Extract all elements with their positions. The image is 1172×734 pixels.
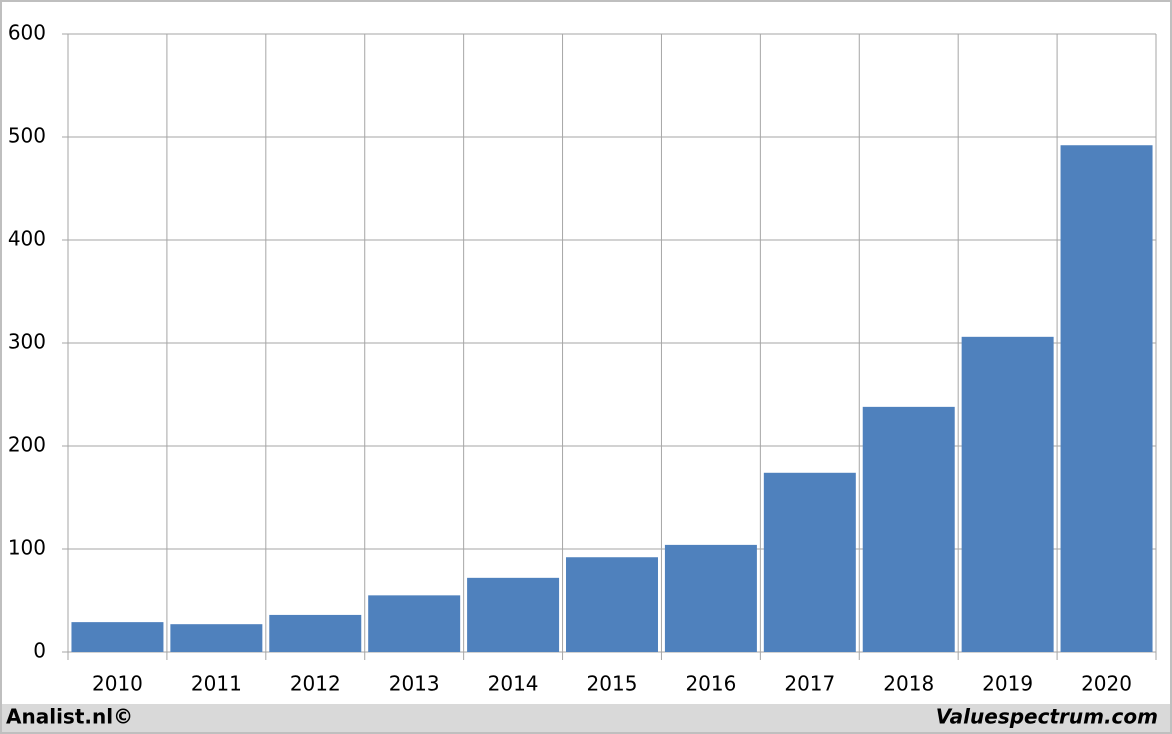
- footer-left: Analist.nl©: [6, 705, 133, 729]
- bar: [269, 614, 362, 652]
- y-tick-label: 500: [8, 124, 46, 148]
- x-tick-label: 2010: [92, 672, 143, 696]
- bar: [961, 336, 1054, 652]
- x-tick-label: 2019: [982, 672, 1033, 696]
- footer-right: Valuespectrum.com: [936, 705, 1158, 729]
- bar: [862, 406, 955, 652]
- y-tick-label: 300: [8, 330, 46, 354]
- y-tick-label: 600: [8, 21, 46, 45]
- x-tick-label: 2018: [883, 672, 934, 696]
- bar: [566, 557, 658, 652]
- bar: [170, 624, 263, 652]
- y-tick-label: 0: [33, 639, 46, 663]
- x-tick-label: 2013: [389, 672, 440, 696]
- bar: [1060, 145, 1153, 653]
- y-tick-label: 100: [8, 536, 46, 560]
- x-tick-label: 2012: [290, 672, 341, 696]
- x-tick-label: 2011: [191, 672, 242, 696]
- footer-band: [2, 704, 1170, 732]
- x-tick-label: 2020: [1081, 672, 1132, 696]
- bar: [664, 544, 757, 652]
- x-tick-label: 2015: [587, 672, 638, 696]
- x-tick-label: 2016: [685, 672, 736, 696]
- y-tick-label: 200: [8, 433, 46, 457]
- x-tick-label: 2014: [488, 672, 539, 696]
- y-tick-label: 400: [8, 227, 46, 251]
- bar: [763, 472, 856, 652]
- bar: [368, 595, 461, 652]
- bar: [71, 622, 164, 652]
- x-tick-label: 2017: [784, 672, 835, 696]
- bar: [467, 577, 560, 652]
